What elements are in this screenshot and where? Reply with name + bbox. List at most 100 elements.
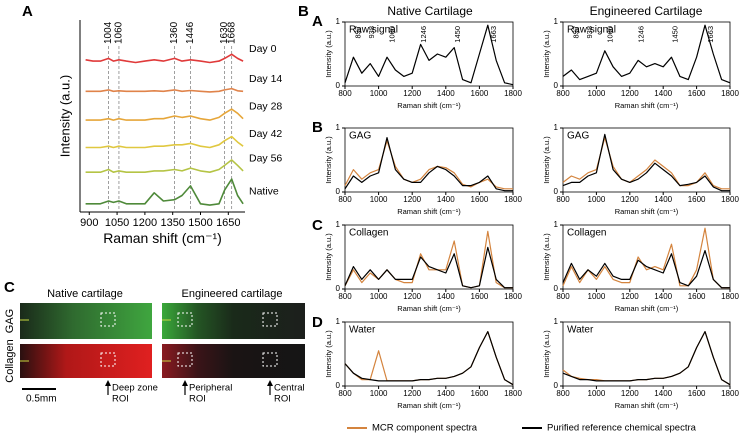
x-tick-label: 1800	[504, 389, 522, 398]
row-label: B	[312, 119, 323, 136]
y-tick-label: 1	[554, 220, 559, 229]
series-line	[85, 53, 244, 64]
y-tick-label: 0	[554, 81, 559, 90]
x-tick-label: 800	[338, 195, 352, 204]
peak-label: 857	[572, 26, 581, 39]
roi-label: Peripheral	[189, 383, 232, 394]
x-tick-label: 1050	[105, 217, 129, 229]
panel-label: A	[22, 3, 33, 20]
series-label: Native	[249, 186, 279, 198]
roi-label: ROI	[189, 394, 206, 405]
x-tick-label: 1400	[437, 292, 455, 301]
peak-label: 1246	[636, 26, 645, 43]
legend-label: MCR component spectra	[372, 423, 478, 434]
roi-label: Deep zone	[112, 383, 158, 394]
x-tick-label: 1600	[688, 89, 706, 98]
series-line	[562, 24, 731, 84]
y-tick-label: 0	[336, 284, 341, 293]
y-tick-label: 1	[336, 123, 341, 132]
series-line	[562, 137, 730, 190]
micrograph	[20, 303, 152, 339]
x-tick-label: 1200	[133, 217, 157, 229]
x-tick-label: 800	[556, 389, 570, 398]
x-tick-label: 1000	[588, 389, 606, 398]
y-tick-label: 0	[554, 187, 559, 196]
x-axis-label: Raman shift (cm⁻¹)	[397, 401, 461, 410]
x-tick-label: 1600	[471, 89, 489, 98]
peak-label: 1060	[388, 26, 397, 43]
roi-arrowheads	[105, 380, 273, 386]
micrograph	[162, 344, 305, 378]
x-tick-label: 1600	[688, 389, 706, 398]
x-tick-label: 1400	[654, 389, 672, 398]
micrograph	[162, 303, 305, 339]
peak-label: 1004	[103, 21, 114, 44]
y-axis-label: Intensity (a.u.)	[57, 75, 72, 157]
series-label: Day 56	[249, 153, 282, 165]
panel-label: Water	[349, 325, 376, 336]
x-axis-label: Raman shift (cm⁻¹)	[615, 304, 679, 313]
peak-label: 938	[585, 26, 594, 39]
peak-label: 1450	[671, 26, 680, 43]
x-tick-label: 1400	[437, 89, 455, 98]
row-label: D	[312, 314, 323, 331]
series-line	[85, 178, 244, 206]
series-line	[85, 87, 244, 93]
x-tick-label: 1200	[621, 89, 639, 98]
peak-label: 1446	[185, 21, 196, 44]
x-tick-label: 1350	[160, 217, 184, 229]
x-tick-label: 1650	[216, 217, 240, 229]
x-tick-label: 800	[338, 292, 352, 301]
x-tick-label: 1200	[621, 195, 639, 204]
plot-frame	[562, 21, 731, 87]
x-tick-label: 1800	[504, 195, 522, 204]
series-label: Day 42	[249, 128, 282, 140]
y-axis-label: Intensity (a.u.)	[324, 136, 333, 184]
series-line	[562, 331, 731, 386]
x-tick-label: 1000	[370, 195, 388, 204]
x-tick-label: 1600	[471, 389, 489, 398]
plot-frame	[344, 321, 514, 387]
y-axis-label: Intensity (a.u.)	[542, 330, 551, 378]
y-axis-label: Intensity (a.u.)	[542, 136, 551, 184]
x-tick-label: 800	[556, 292, 570, 301]
micrograph	[20, 344, 152, 378]
panel-label: Raw signal	[349, 25, 398, 36]
x-tick-label: 1000	[370, 389, 388, 398]
roi-label: Central	[274, 383, 305, 394]
series-line	[562, 133, 730, 192]
x-tick-label: 1800	[721, 389, 739, 398]
series-line	[85, 159, 244, 173]
x-axis-label: Raman shift (cm⁻¹)	[615, 101, 679, 110]
series-line	[85, 135, 244, 149]
peak-label: 1060	[605, 26, 614, 43]
x-tick-label: 1800	[721, 292, 739, 301]
y-tick-label: 1	[336, 317, 341, 326]
column-title: Native Cartilage	[387, 4, 473, 18]
x-axis-label: Raman shift (cm⁻¹)	[397, 207, 461, 216]
panel-label: GAG	[349, 131, 371, 142]
panel-label: C	[4, 279, 15, 296]
y-tick-label: 0	[336, 381, 341, 390]
plot-frame	[562, 321, 731, 387]
y-tick-label: 0	[336, 81, 341, 90]
x-tick-label: 1600	[471, 195, 489, 204]
y-tick-label: 0	[554, 381, 559, 390]
row-title: Collagen	[4, 339, 16, 382]
panel-label: GAG	[567, 131, 589, 142]
peak-label: 1663	[489, 26, 498, 43]
image-title: Engineered cartilage	[182, 288, 283, 300]
panel-label: B	[298, 3, 309, 20]
plot-frame	[344, 21, 514, 87]
roi-label: ROI	[112, 394, 129, 405]
x-tick-label: 1600	[471, 292, 489, 301]
panel-label: Raw signal	[567, 25, 616, 36]
series-line	[344, 331, 514, 386]
x-tick-label: 800	[556, 89, 570, 98]
x-tick-label: 1600	[688, 292, 706, 301]
column-title: Engineered Cartilage	[590, 4, 703, 18]
panel-label: Water	[567, 325, 594, 336]
plot-frame	[344, 224, 514, 290]
peak-label: 1668	[226, 21, 237, 44]
